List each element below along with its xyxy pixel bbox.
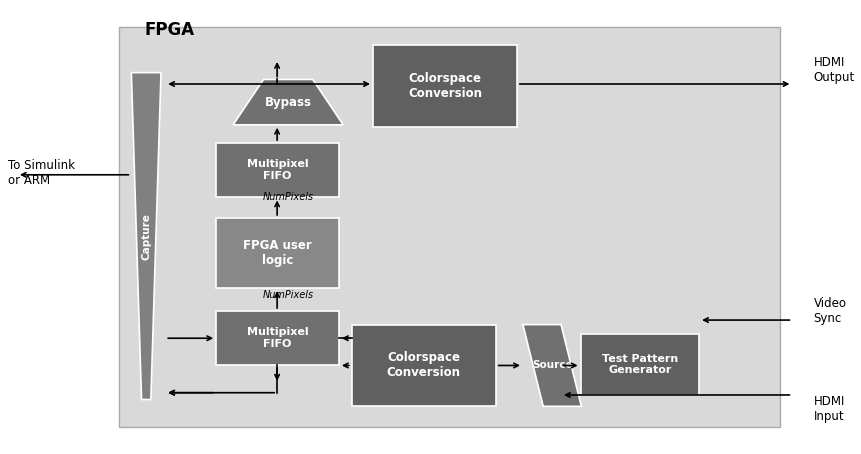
FancyBboxPatch shape (579, 334, 698, 395)
Text: FPGA user
logic: FPGA user logic (243, 239, 312, 267)
Text: Capture: Capture (141, 212, 151, 260)
FancyBboxPatch shape (216, 311, 338, 365)
Text: NumPixels: NumPixels (263, 192, 313, 202)
Text: NumPixels: NumPixels (263, 290, 313, 300)
Text: Source: Source (531, 360, 572, 370)
Text: Test Pattern
Generator: Test Pattern Generator (601, 354, 678, 375)
Text: HDMI
Input: HDMI Input (813, 395, 844, 423)
Text: HDMI
Output: HDMI Output (813, 56, 854, 84)
Text: To Simulink
or ARM: To Simulink or ARM (9, 158, 76, 187)
Text: Video
Sync: Video Sync (813, 297, 846, 325)
Text: Colorspace
Conversion: Colorspace Conversion (407, 72, 481, 100)
Polygon shape (232, 79, 343, 125)
Text: Multipixel
FIFO: Multipixel FIFO (246, 159, 308, 181)
FancyBboxPatch shape (119, 27, 778, 427)
Text: Colorspace
Conversion: Colorspace Conversion (387, 351, 460, 380)
Polygon shape (523, 325, 580, 406)
FancyBboxPatch shape (373, 45, 517, 127)
Polygon shape (131, 73, 161, 400)
FancyBboxPatch shape (216, 143, 338, 197)
Text: Bypass: Bypass (264, 96, 312, 109)
Text: FPGA: FPGA (144, 20, 194, 39)
Text: Multipixel
FIFO: Multipixel FIFO (246, 327, 308, 349)
FancyBboxPatch shape (351, 325, 495, 406)
FancyBboxPatch shape (216, 218, 338, 288)
